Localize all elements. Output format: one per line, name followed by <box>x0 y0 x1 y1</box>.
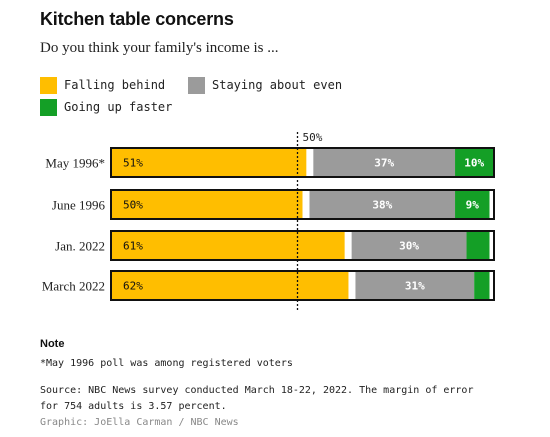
bar-segment-going-up-faster-may-1996 <box>455 148 494 177</box>
bar-segment-falling-behind-june-1996 <box>111 190 303 219</box>
legend-swatch-staying-even <box>188 77 205 94</box>
bar-segment-falling-behind-may-1996 <box>111 148 307 177</box>
data-label-going-up-faster-may-1996: 10% <box>464 157 484 170</box>
bar-segment-staying-about-even-may-1996 <box>313 148 456 177</box>
bar-segment-staying-about-even-march-2022 <box>355 271 475 300</box>
chart-subtitle: Do you think your family's income is ... <box>40 40 279 56</box>
note-title: Note <box>40 338 65 350</box>
data-label-falling-behind-june-1996: 50% <box>123 199 143 212</box>
note-text: *May 1996 poll was among registered vote… <box>40 358 293 369</box>
data-label-going-up-faster-june-1996: 9% <box>466 199 480 212</box>
bar-outline-june-1996 <box>110 189 495 220</box>
bar-segment-falling-behind-jan-2022 <box>111 231 345 260</box>
bar-segment-going-up-faster-jan-2022 <box>466 231 490 260</box>
data-label-falling-behind-march-2022: 62% <box>123 280 143 293</box>
stacked-bar-chart: 51% 37% 10% May 1996* 50% 38% 9% June 1996 61% 30… <box>42 131 495 310</box>
bar-segment-staying-about-even-june-1996 <box>309 190 456 219</box>
data-label-staying-about-even-june-1996: 38% <box>372 199 392 212</box>
legend-label-going-up: Going up faster <box>64 100 173 114</box>
bar-segment-staying-about-even-jan-2022 <box>351 231 467 260</box>
legend-label-staying-even: Staying about even <box>212 78 343 92</box>
data-label-falling-behind-may-1996: 51% <box>123 157 143 170</box>
category-label-may-1996: May 1996* <box>45 156 105 171</box>
bar-outline-march-2022 <box>110 270 495 301</box>
bar-segment-falling-behind-march-2022 <box>111 271 349 300</box>
source-text: Source: NBC News survey conducted March … <box>40 385 474 412</box>
bar-segment-going-up-faster-march-2022 <box>474 271 490 300</box>
reference-line-label: 50% <box>303 131 323 144</box>
legend-label-falling-behind: Falling behind <box>64 78 166 92</box>
data-label-staying-about-even-march-2022: 31% <box>405 280 425 293</box>
category-label-june-1996: June 1996 <box>52 198 106 213</box>
data-label-staying-about-even-jan-2022: 30% <box>399 240 419 253</box>
legend-swatch-going-up <box>40 99 57 116</box>
bar-outline-may-1996 <box>110 147 495 178</box>
category-label-march-2022: March 2022 <box>42 279 105 294</box>
data-label-falling-behind-jan-2022: 61% <box>123 240 143 253</box>
bar-outline-jan-2022 <box>110 230 495 261</box>
data-label-staying-about-even-may-1996: 37% <box>374 157 394 170</box>
graphic-credit: Graphic: JoElla Carman / NBC News <box>40 417 239 428</box>
category-label-jan-2022: Jan. 2022 <box>55 239 105 254</box>
chart-title: Kitchen table concerns <box>40 9 234 29</box>
bar-segment-going-up-faster-june-1996 <box>455 190 490 219</box>
legend-swatch-falling-behind <box>40 77 57 94</box>
